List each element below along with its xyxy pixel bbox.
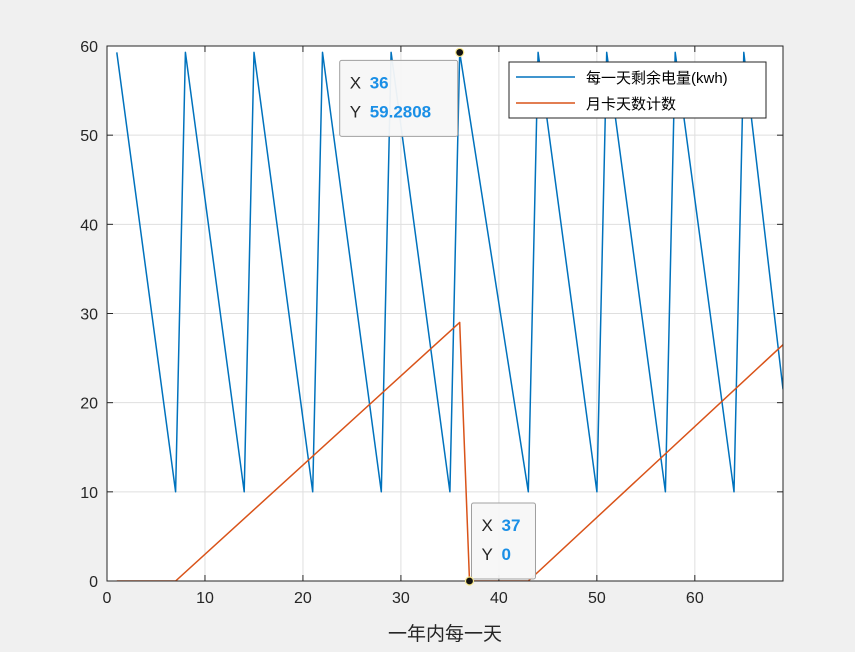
legend[interactable]: 每一天剩余电量(kwh) 月卡天数计数 (508, 61, 767, 119)
datatip-0-label-x: X (350, 73, 361, 92)
x-tick-label-10: 10 (196, 590, 214, 607)
y-tick-label-10: 10 (80, 485, 98, 502)
datatip-marker-0[interactable] (455, 47, 465, 58)
x-tick-label-50: 50 (588, 590, 606, 607)
series-line-1[interactable] (116, 321, 783, 581)
y-tick-label-20: 20 (80, 396, 98, 413)
legend-label-card-days: 月卡天数计数 (586, 96, 676, 113)
y-tick-label-0: 0 (89, 574, 98, 591)
y-tick-label-60: 60 (80, 39, 98, 56)
datatip-0-label-y: Y (350, 102, 361, 121)
x-tick-label-20: 20 (294, 590, 312, 607)
x-axis-label: 一年内每一天 (388, 623, 502, 645)
y-tick-label-40: 40 (80, 217, 98, 234)
x-tick-label-0: 0 (103, 590, 112, 607)
datatip-box-0 (339, 59, 459, 137)
series-line-0[interactable] (116, 51, 783, 493)
datatip-0-value-y: 59.2808 (370, 102, 431, 121)
axis-ticks: 0 10 20 30 40 50 60 0 10 20 30 40 50 60 (80, 39, 783, 607)
legend-label-remaining-energy: 每一天剩余电量(kwh) (586, 69, 728, 87)
datatip-1-label-x: X (481, 516, 492, 535)
datatip-1-value-y: 0 (501, 545, 510, 564)
datatip-box-1 (470, 502, 536, 580)
datatip-0-value-x: 36 (370, 73, 389, 92)
y-tick-label-30: 30 (80, 307, 98, 324)
datatip-1-value-x: 37 (501, 516, 520, 535)
x-tick-label-30: 30 (392, 590, 410, 607)
series-layer (116, 51, 783, 581)
datatip-0[interactable]: X 36 Y 59.2808 (339, 47, 465, 137)
datatip-1[interactable]: X 37 Y 0 (464, 502, 536, 586)
x-tick-label-40: 40 (490, 590, 508, 607)
y-tick-label-50: 50 (80, 128, 98, 145)
datatip-1-label-y: Y (481, 545, 492, 564)
legend-box (508, 61, 767, 119)
datatip-marker-1[interactable] (464, 576, 475, 586)
x-tick-label-60: 60 (686, 590, 704, 607)
